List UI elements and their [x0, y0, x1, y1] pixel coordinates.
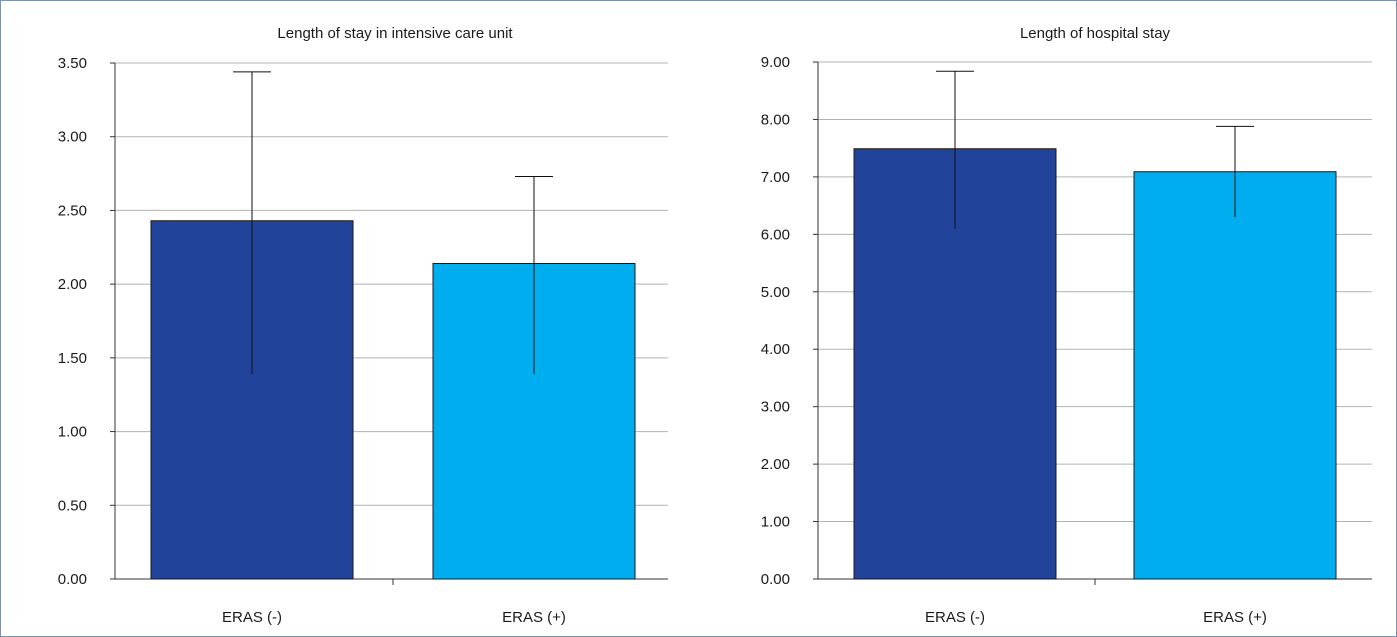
x-category-label: ERAS (+) [502, 609, 566, 626]
x-category-label: ERAS (-) [222, 609, 282, 626]
y-tick-label: 3.00 [761, 399, 790, 416]
y-tick-label: 2.00 [761, 456, 790, 473]
y-tick-label: 1.00 [58, 424, 87, 441]
y-tick-label: 2.50 [58, 202, 87, 219]
x-category-label: ERAS (-) [925, 609, 985, 626]
chart-1: Length of stay in intensive care unit 0.0… [58, 25, 668, 626]
y-tick-label: 1.00 [761, 514, 790, 531]
x-category-label: ERAS (+) [1203, 609, 1267, 626]
chart-title: Length of stay in intensive care unit [277, 25, 513, 42]
y-tick-label: 8.00 [761, 111, 790, 128]
y-tick-label: 4.00 [761, 341, 790, 358]
y-tick-label: 6.00 [761, 226, 790, 243]
y-tick-label: 0.00 [761, 571, 790, 588]
chart-2: Length of hospital stay 0.00 1.00 2.00 3.00 4… [761, 25, 1372, 626]
y-tick-label: 3.50 [58, 55, 87, 72]
y-tick-label: 2.00 [58, 276, 87, 293]
y-tick-label: 7.00 [761, 169, 790, 186]
chart-title: Length of hospital stay [1020, 25, 1171, 42]
y-tick-label: 3.00 [58, 129, 87, 146]
y-tick-label: 0.50 [58, 497, 87, 514]
y-tick-label: 5.00 [761, 284, 790, 301]
bar-2 [1133, 171, 1337, 580]
y-tick-label: 0.00 [58, 571, 87, 588]
y-tick-label: 9.00 [761, 54, 790, 71]
y-tick-label: 1.50 [58, 350, 87, 367]
